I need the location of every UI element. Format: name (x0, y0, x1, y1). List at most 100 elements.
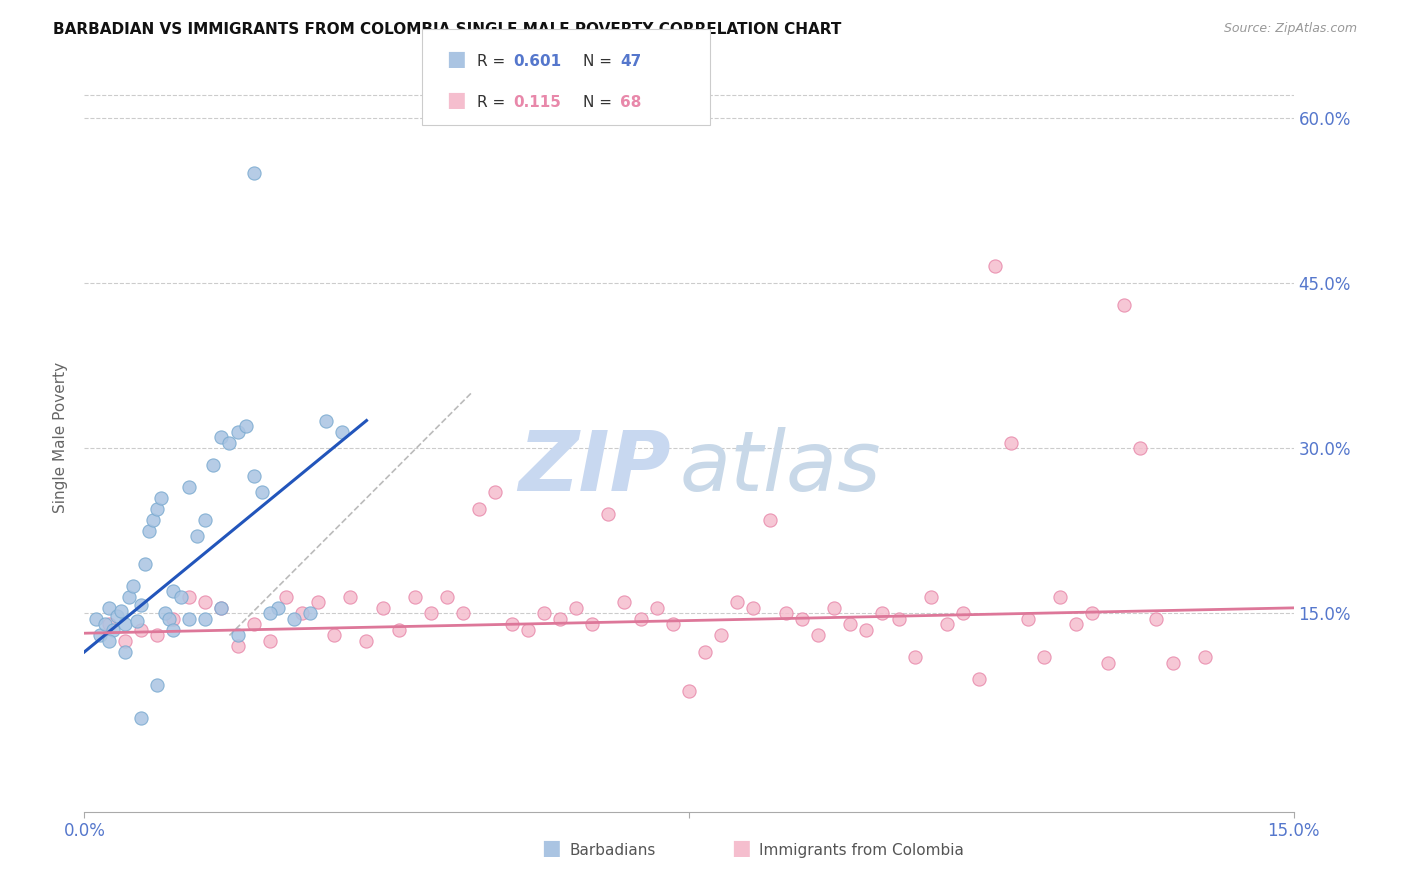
Point (388, 623, 411, 637)
Point (404, 590, 426, 604)
Point (839, 617, 862, 632)
Point (86, 612, 108, 626)
Text: 68: 68 (620, 95, 641, 110)
Point (186, 529, 208, 543)
Text: Immigrants from Colombia: Immigrants from Colombia (759, 843, 965, 858)
Text: BARBADIAN VS IMMIGRANTS FROM COLOMBIA SINGLE MALE POVERTY CORRELATION CHART: BARBADIAN VS IMMIGRANTS FROM COLOMBIA SI… (53, 22, 842, 37)
Point (581, 617, 603, 632)
Point (194, 612, 217, 626)
Point (533, 607, 555, 621)
Point (114, 645, 136, 659)
Point (330, 425, 353, 439)
Point (121, 579, 143, 593)
Point (1161, 656, 1184, 670)
Point (97, 617, 120, 632)
Point (283, 612, 305, 626)
Point (194, 595, 217, 609)
Text: ■: ■ (541, 838, 561, 858)
Point (209, 430, 232, 444)
Point (1049, 590, 1071, 604)
Point (179, 590, 201, 604)
Point (179, 480, 201, 494)
Point (1032, 650, 1054, 665)
Point (920, 590, 942, 604)
Point (935, 617, 957, 632)
Point (1146, 612, 1168, 626)
Point (1114, 298, 1136, 312)
Point (356, 634, 378, 648)
Point (218, 435, 240, 450)
Point (952, 607, 974, 621)
Point (1000, 435, 1022, 450)
Point (153, 607, 176, 621)
Point (855, 623, 877, 637)
Point (114, 617, 136, 632)
Point (1017, 612, 1039, 626)
Point (105, 608, 128, 623)
Point (887, 612, 910, 626)
Point (339, 590, 361, 604)
Point (436, 590, 458, 604)
Point (93, 617, 115, 632)
Point (97, 600, 120, 615)
Point (118, 590, 141, 604)
Point (274, 590, 297, 604)
Point (710, 628, 733, 642)
Text: 0.601: 0.601 (513, 54, 561, 69)
Point (134, 557, 156, 571)
Point (468, 501, 491, 516)
Point (807, 628, 830, 642)
Point (146, 501, 169, 516)
Point (307, 595, 329, 609)
Point (323, 628, 346, 642)
Point (565, 600, 588, 615)
Point (291, 607, 314, 621)
Point (484, 485, 506, 500)
Point (1194, 650, 1216, 665)
Point (129, 623, 152, 637)
Point (226, 628, 249, 642)
Point (259, 634, 281, 648)
Point (149, 491, 172, 505)
Text: ■: ■ (446, 49, 465, 69)
Point (129, 711, 152, 725)
Text: R =: R = (477, 54, 510, 69)
Point (146, 628, 169, 642)
Point (904, 650, 927, 665)
Point (267, 600, 290, 615)
Point (110, 604, 132, 618)
Point (259, 607, 281, 621)
Point (548, 612, 571, 626)
Point (645, 600, 668, 615)
Point (194, 513, 217, 527)
Point (630, 612, 652, 626)
Point (157, 612, 180, 626)
Point (1064, 617, 1087, 632)
Point (142, 513, 165, 527)
Point (101, 623, 124, 637)
Point (146, 678, 169, 692)
Point (315, 413, 337, 427)
Point (371, 600, 394, 615)
Point (451, 607, 474, 621)
Point (1081, 607, 1104, 621)
Point (250, 485, 273, 500)
Point (742, 600, 765, 615)
Point (162, 623, 184, 637)
Point (613, 595, 636, 609)
Text: Barbadians: Barbadians (569, 843, 655, 858)
Point (179, 612, 201, 626)
Text: N =: N = (583, 54, 617, 69)
Point (114, 634, 136, 648)
Point (235, 419, 257, 434)
Point (501, 617, 523, 632)
Point (662, 617, 685, 632)
Point (967, 673, 990, 687)
Y-axis label: Single Male Poverty: Single Male Poverty (53, 361, 69, 513)
Point (1129, 441, 1152, 455)
Point (242, 617, 264, 632)
Point (170, 590, 193, 604)
Point (242, 468, 264, 483)
Text: Source: ZipAtlas.com: Source: ZipAtlas.com (1223, 22, 1357, 36)
Text: N =: N = (583, 95, 617, 110)
